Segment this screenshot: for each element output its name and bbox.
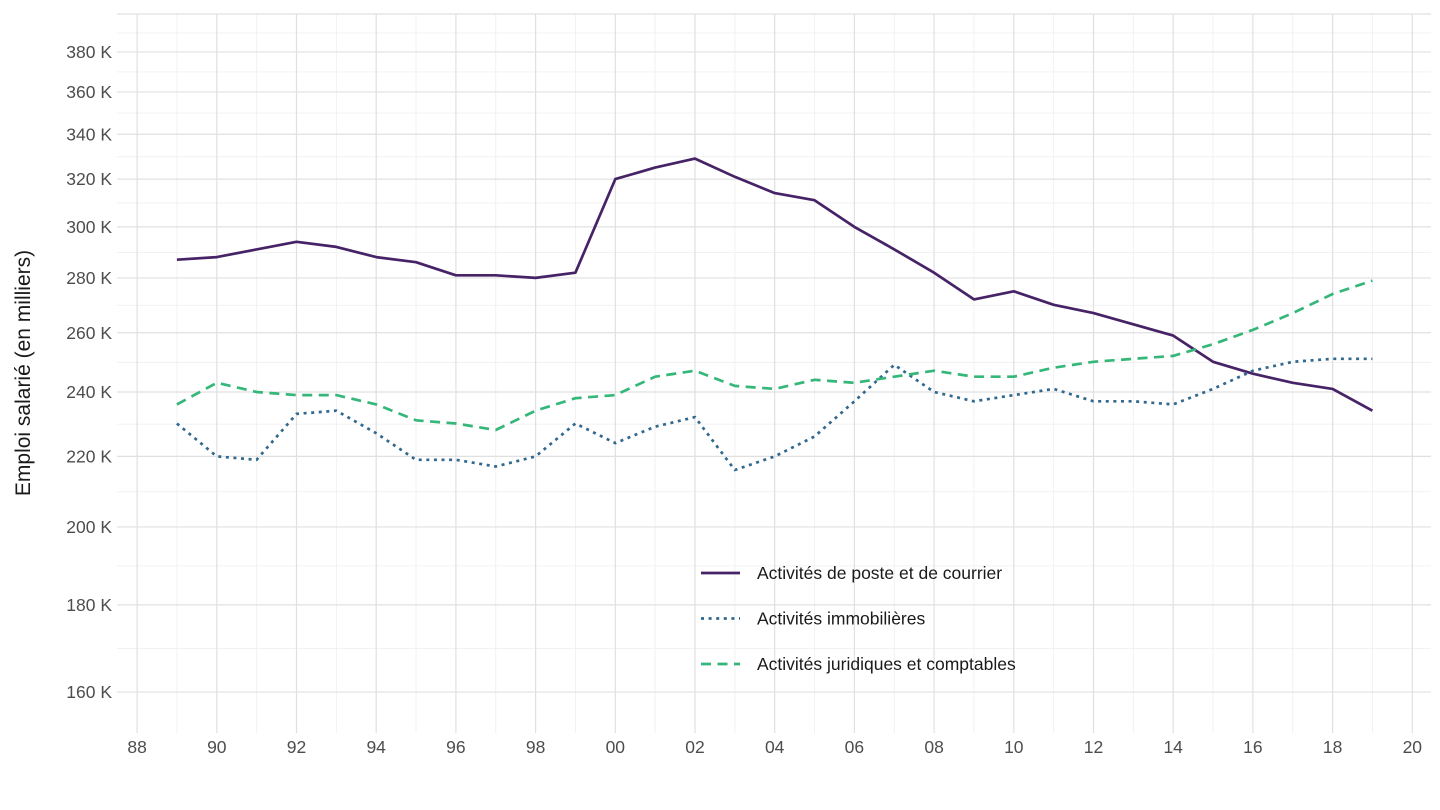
x-tick-label: 16 <box>1243 737 1262 757</box>
x-axis-tick-labels: 88 90 92 94 96 98 00 02 04 06 08 10 12 14 16 18 20 <box>127 737 1422 757</box>
legend-label-2: Activités juridiques et comptables <box>757 654 1016 674</box>
x-tick-label: 14 <box>1163 737 1183 757</box>
x-tick-label: 88 <box>127 737 146 757</box>
y-tick-label: 340 K <box>66 124 112 144</box>
y-tick-label: 320 K <box>66 169 112 189</box>
x-tick-label: 02 <box>685 737 704 757</box>
x-tick-label: 96 <box>446 737 465 757</box>
grid-minor-lines <box>117 14 1431 733</box>
legend-item-2: Activités juridiques et comptables <box>701 654 1016 674</box>
y-tick-label: 260 K <box>66 323 112 343</box>
grid-major-lines <box>117 13 1431 733</box>
y-tick-label: 380 K <box>66 42 112 62</box>
x-tick-label: 08 <box>924 737 943 757</box>
y-axis-title: Emploi salarié (en milliers) <box>12 250 35 496</box>
x-tick-label: 20 <box>1403 737 1423 757</box>
y-tick-label: 360 K <box>66 82 112 102</box>
y-tick-label: 200 K <box>66 517 112 537</box>
legend: Activités de poste et de courrier Activit… <box>701 563 1016 674</box>
x-tick-label: 94 <box>366 737 386 757</box>
series-line-0 <box>176 157 1374 412</box>
y-tick-label: 300 K <box>66 217 112 237</box>
x-tick-label: 98 <box>526 737 545 757</box>
legend-item-0: Activités de poste et de courrier <box>701 563 1002 583</box>
y-tick-label: 220 K <box>66 446 112 466</box>
y-tick-label: 160 K <box>66 682 112 702</box>
x-tick-label: 90 <box>207 737 227 757</box>
x-tick-label: 00 <box>606 737 626 757</box>
x-tick-label: 04 <box>765 737 785 757</box>
y-axis-tick-labels: 160 K 180 K 200 K 220 K 240 K 260 K 280 K 300 K… <box>66 42 112 702</box>
y-tick-label: 180 K <box>66 595 112 615</box>
legend-label-0: Activités de poste et de courrier <box>757 563 1002 583</box>
y-tick-label: 240 K <box>66 382 112 402</box>
series-lines <box>176 157 1374 472</box>
x-tick-label: 92 <box>287 737 306 757</box>
y-tick-label: 280 K <box>66 268 112 288</box>
series-line-1 <box>176 357 1373 472</box>
legend-label-1: Activités immobilières <box>757 609 925 629</box>
x-tick-label: 12 <box>1084 737 1103 757</box>
legend-item-1: Activités immobilières <box>701 609 925 629</box>
x-tick-label: 06 <box>845 737 864 757</box>
x-tick-label: 18 <box>1323 737 1342 757</box>
series-line-2 <box>176 279 1373 432</box>
x-tick-label: 10 <box>1004 737 1024 757</box>
